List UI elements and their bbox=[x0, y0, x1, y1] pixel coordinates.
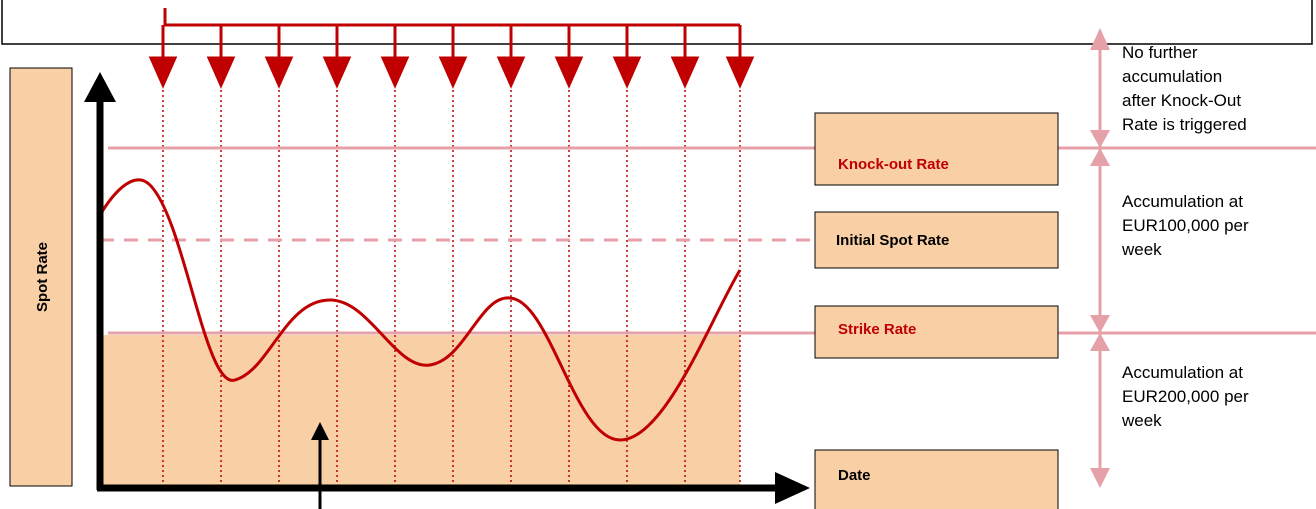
fixing-arrow bbox=[206, 25, 236, 89]
strike-box bbox=[814, 305, 1059, 359]
fixing-lines bbox=[148, 25, 755, 485]
accumulation-area bbox=[103, 335, 740, 485]
annotation-line: No further bbox=[1122, 43, 1198, 62]
fixing-arrow bbox=[148, 25, 178, 89]
annotation: No further accumulation after Knock-Out Rat… bbox=[1122, 43, 1247, 134]
spot-curve bbox=[98, 178, 742, 442]
y-label-box bbox=[9, 67, 73, 487]
range-arrowheads bbox=[1090, 28, 1110, 488]
fixing-arrow bbox=[554, 25, 584, 89]
annotation-line: EUR200,000 per bbox=[1122, 387, 1249, 406]
annotation: Accumulation at EUR100,000 per week bbox=[1121, 192, 1249, 259]
fixing-arrow bbox=[380, 25, 410, 89]
y-arrowhead bbox=[84, 72, 116, 102]
fixing-arrow bbox=[264, 25, 294, 89]
annotation-line: week bbox=[1121, 240, 1162, 259]
fixing-arrow bbox=[612, 25, 642, 89]
annotation-line: week bbox=[1121, 411, 1162, 430]
fixing-bracket bbox=[163, 8, 740, 27]
fixing-arrow bbox=[322, 25, 352, 89]
y-axis-label: Spot Rate bbox=[34, 242, 51, 312]
annotation-line: Accumulation at bbox=[1122, 192, 1243, 211]
knock-out-label: Knock-out Rate bbox=[838, 156, 949, 173]
initial-spot-box bbox=[814, 211, 1059, 269]
fixing-arrow bbox=[725, 25, 755, 89]
annotation-line: Rate is triggered bbox=[1122, 115, 1247, 134]
knock-out-box bbox=[814, 112, 1059, 186]
pointer-head bbox=[311, 422, 329, 440]
annotation-line: after Knock-Out bbox=[1122, 91, 1241, 110]
strike-label: Strike Rate bbox=[838, 321, 916, 338]
annotation: Accumulation at EUR200,000 per week bbox=[1121, 363, 1249, 430]
fixing-arrow bbox=[438, 25, 468, 89]
x-axis-label: Date bbox=[838, 467, 871, 484]
date-box bbox=[814, 449, 1059, 509]
fixing-arrow bbox=[670, 25, 700, 89]
top-box bbox=[1, 0, 1313, 45]
annotation-line: EUR100,000 per bbox=[1122, 216, 1249, 235]
annotation-line: Accumulation at bbox=[1122, 363, 1243, 382]
x-arrowhead bbox=[775, 472, 810, 504]
fixing-arrow bbox=[496, 25, 526, 89]
annotation-line: accumulation bbox=[1122, 67, 1222, 86]
initial-spot-label: Initial Spot Rate bbox=[836, 232, 949, 249]
